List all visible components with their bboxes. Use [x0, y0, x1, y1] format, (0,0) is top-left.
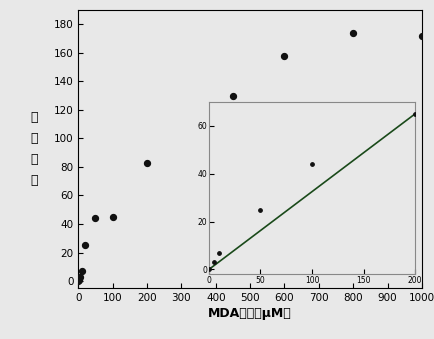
Point: [76, 274, 83, 279]
Point: [143, 160, 150, 165]
Point: [280, 53, 287, 59]
Y-axis label: 荧
光
强
度: 荧 光 强 度: [30, 111, 38, 187]
Point: [76, 276, 82, 281]
Point: [109, 214, 116, 220]
Point: [229, 93, 236, 98]
Point: [82, 243, 89, 248]
Point: [75, 278, 82, 284]
Point: [75, 277, 82, 282]
Point: [78, 268, 85, 274]
Point: [349, 30, 356, 36]
Point: [418, 33, 424, 39]
Point: [92, 216, 99, 221]
X-axis label: MDA浓度（μM）: MDA浓度（μM）: [208, 307, 291, 320]
